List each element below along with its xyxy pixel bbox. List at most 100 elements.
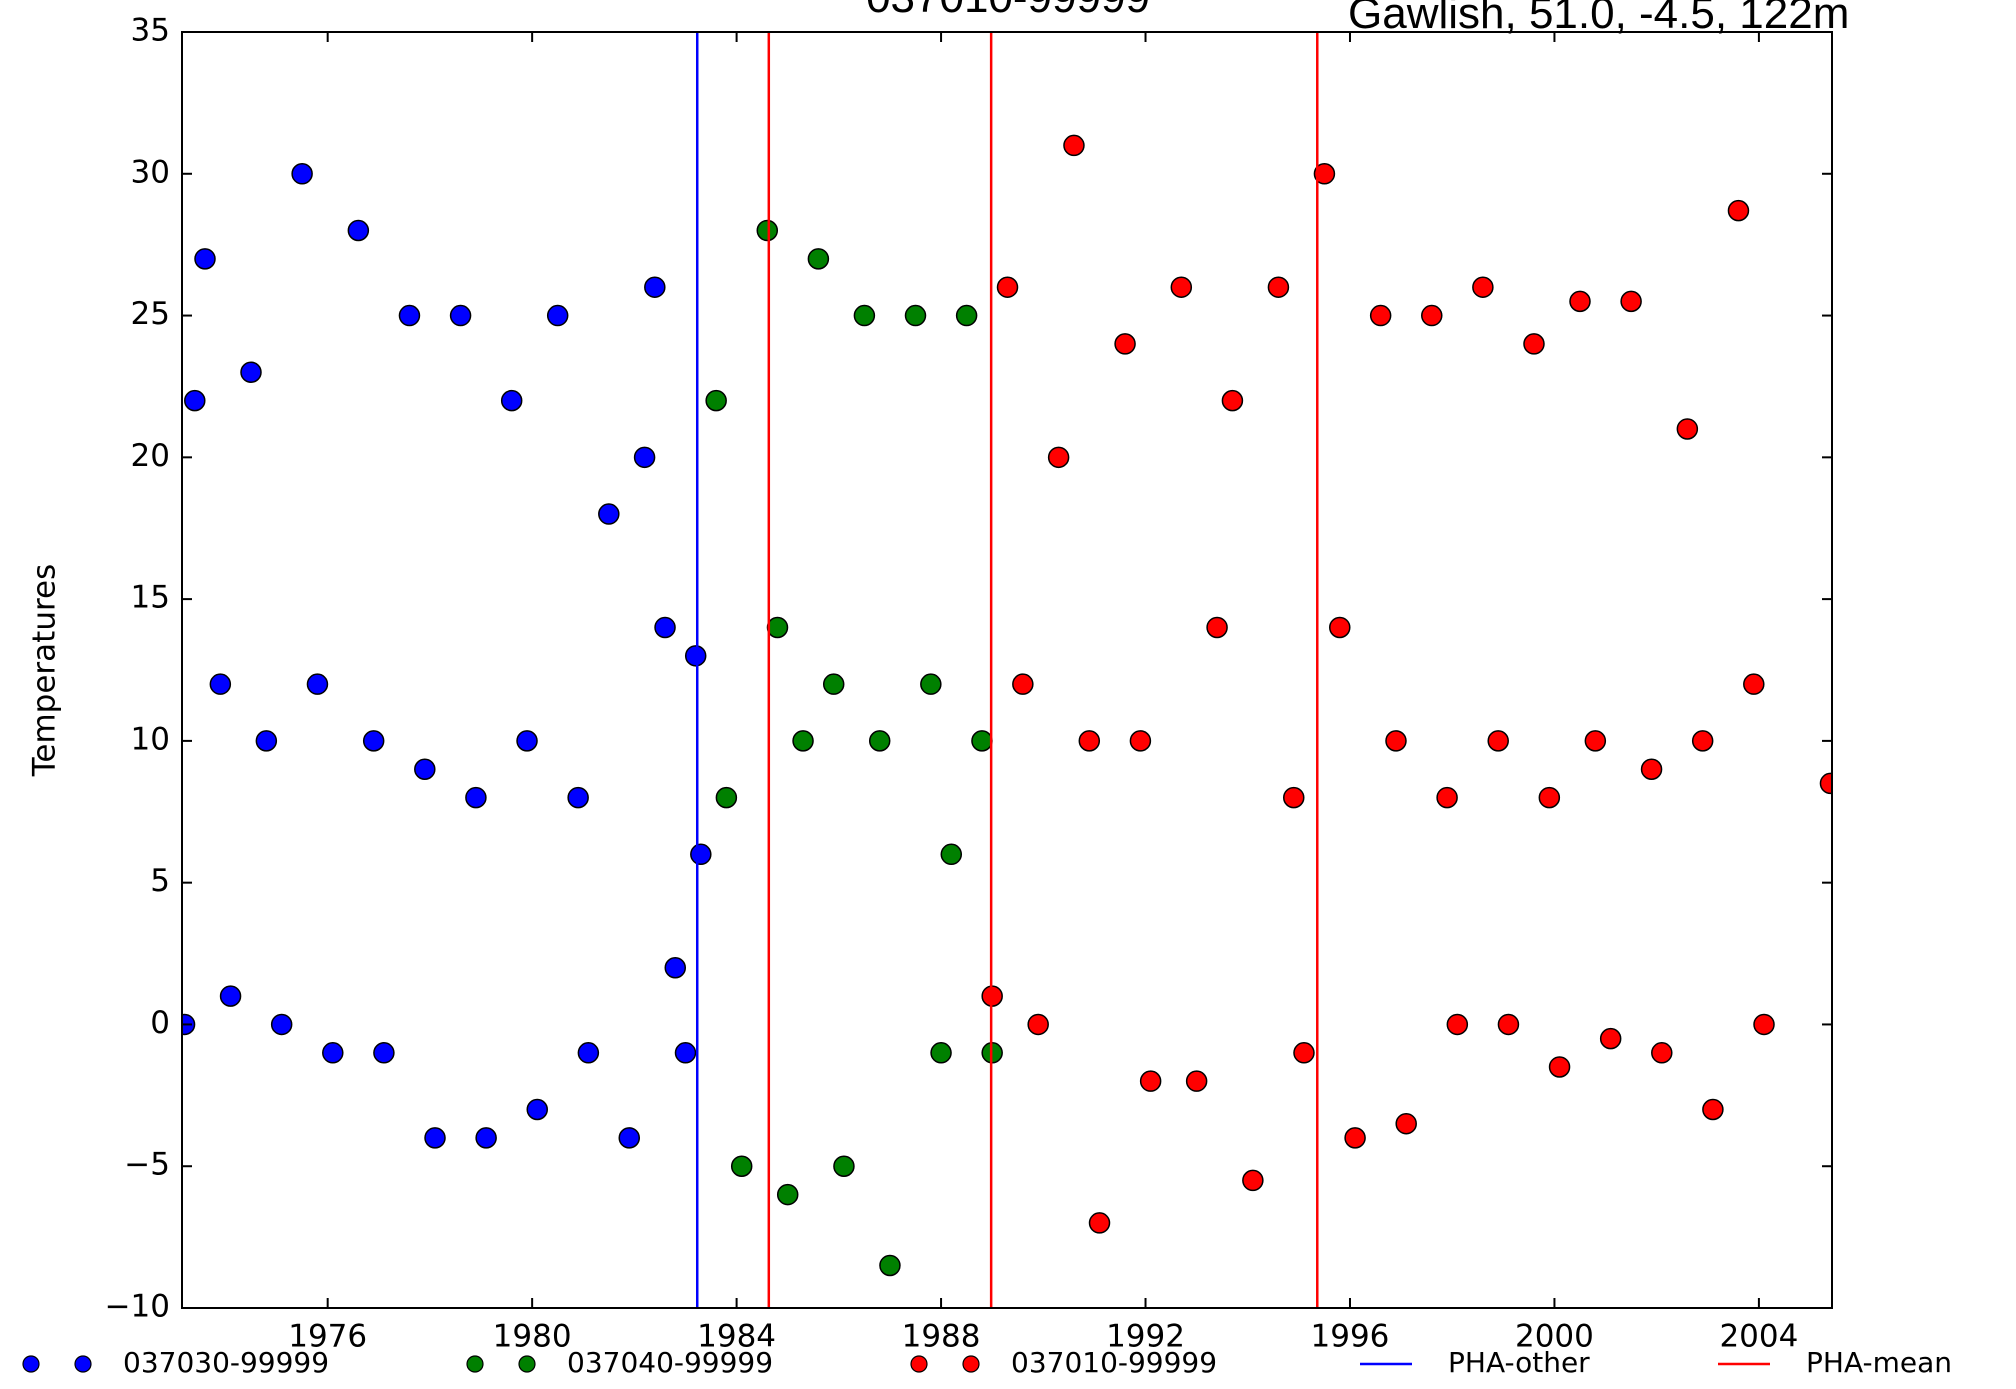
data-point — [1385, 730, 1407, 752]
data-point — [475, 1127, 497, 1149]
data-point — [1569, 290, 1591, 313]
data-point — [1743, 673, 1765, 695]
data-point — [240, 361, 262, 384]
data-point — [1599, 1027, 1622, 1050]
data-point — [1548, 1056, 1571, 1078]
plot-frame — [181, 31, 1833, 1309]
data-point — [270, 1013, 293, 1036]
data-point — [1114, 333, 1136, 355]
y-tick-label: 10 — [131, 721, 170, 757]
data-point — [184, 389, 206, 412]
y-tick-label: 20 — [131, 438, 170, 474]
data-point — [526, 1098, 549, 1121]
data-point — [833, 1155, 855, 1177]
data-point — [1129, 730, 1152, 752]
data-point — [633, 446, 656, 469]
data-point — [1395, 1112, 1417, 1135]
data-point — [1472, 276, 1494, 298]
data-point — [1620, 290, 1642, 313]
legend-label: PHA-mean — [1806, 1346, 1952, 1379]
data-point — [546, 304, 569, 327]
data-point — [1538, 786, 1561, 809]
data-point — [598, 503, 620, 525]
x-tick-label: 1992 — [1106, 1319, 1185, 1355]
data-point — [766, 616, 789, 639]
data-point — [996, 276, 1019, 298]
y-axis-label: Temperatures — [27, 564, 63, 778]
data-point — [1221, 389, 1244, 412]
data-point — [920, 673, 942, 695]
data-point — [868, 730, 891, 752]
data-point — [1651, 1042, 1673, 1064]
data-point — [577, 1042, 600, 1064]
data-point — [1170, 276, 1193, 298]
data-point — [424, 1127, 446, 1149]
data-point — [879, 1254, 901, 1277]
data-point — [807, 248, 830, 270]
data-point — [1267, 276, 1290, 298]
data-point — [1283, 786, 1305, 809]
data-point — [1436, 786, 1458, 809]
data-point — [1139, 1070, 1162, 1092]
x-tick-label: 1988 — [902, 1319, 981, 1355]
data-point — [1487, 730, 1509, 752]
y-tick-label: −10 — [105, 1289, 170, 1325]
data-point — [1329, 616, 1351, 639]
data-point — [1819, 772, 1832, 795]
data-point — [1344, 1127, 1366, 1149]
data-point — [1293, 1042, 1315, 1064]
data-point — [362, 730, 385, 752]
y-tick-label: 0 — [150, 1005, 170, 1041]
y-tick-label: 25 — [131, 296, 170, 332]
data-point — [822, 673, 845, 695]
data-point — [1676, 418, 1699, 440]
data-point — [373, 1042, 395, 1064]
data-point — [219, 985, 242, 1007]
legend-label: 037030-99999 — [123, 1346, 329, 1379]
data-point — [209, 673, 232, 695]
data-point — [1421, 304, 1443, 327]
data-point — [347, 219, 370, 242]
legend-marker — [466, 1355, 484, 1373]
data-point — [674, 1042, 697, 1064]
legend-marker — [962, 1355, 980, 1373]
data-point — [853, 304, 876, 327]
legend-label: PHA-other — [1448, 1346, 1590, 1379]
legend-marker — [518, 1355, 536, 1373]
legend-label: 037040-99999 — [567, 1346, 773, 1379]
chart-title: 037010-99999 — [866, 0, 1150, 22]
data-point — [1753, 1013, 1775, 1036]
data-point — [955, 304, 978, 327]
data-point — [1078, 730, 1101, 752]
data-point — [1523, 333, 1545, 355]
data-point — [500, 389, 523, 412]
data-point — [644, 276, 666, 298]
data-point — [792, 730, 814, 752]
data-point — [1242, 1169, 1264, 1192]
legend-marker — [74, 1355, 92, 1373]
y-tick-label: 35 — [131, 13, 170, 49]
data-point — [1691, 730, 1714, 752]
data-point — [1584, 730, 1607, 752]
data-point — [1369, 304, 1392, 327]
data-point — [1027, 1013, 1049, 1036]
data-point — [255, 730, 278, 752]
x-tick-label: 2000 — [1515, 1319, 1594, 1355]
data-point — [776, 1183, 799, 1206]
legend-marker — [910, 1355, 928, 1373]
data-point — [1063, 134, 1085, 157]
data-point — [715, 786, 738, 809]
data-point — [306, 673, 329, 695]
data-point — [465, 786, 487, 809]
legend-label: 037010-99999 — [1011, 1346, 1217, 1379]
data-point — [194, 248, 216, 270]
data-point — [664, 956, 687, 979]
data-point — [567, 786, 589, 809]
x-tick-label: 1996 — [1311, 1319, 1390, 1355]
data-point — [1702, 1098, 1724, 1121]
data-point — [705, 389, 727, 412]
data-point — [1727, 199, 1750, 222]
data-point — [291, 163, 313, 185]
